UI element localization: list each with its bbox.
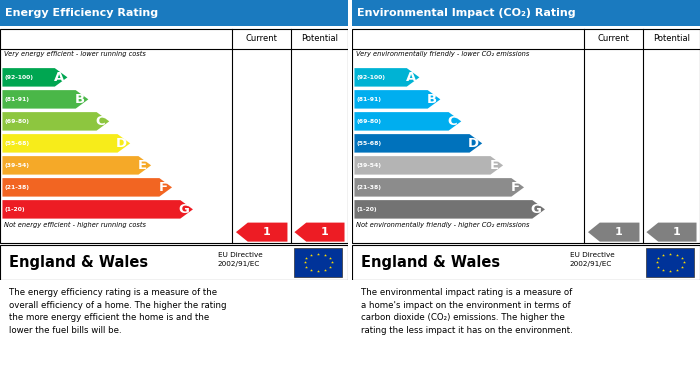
Text: D: D [116, 137, 127, 150]
Text: England & Wales: England & Wales [360, 255, 500, 270]
Polygon shape [354, 156, 503, 175]
Bar [294, 248, 342, 277]
Text: A: A [405, 71, 416, 84]
Text: EU Directive
2002/91/EC: EU Directive 2002/91/EC [570, 252, 615, 267]
Polygon shape [2, 90, 88, 109]
Text: (81-91): (81-91) [4, 97, 29, 102]
Text: (39-54): (39-54) [356, 163, 382, 168]
Text: E: E [138, 159, 147, 172]
Text: C: C [448, 115, 457, 128]
Polygon shape [354, 112, 461, 131]
Text: Very energy efficient - lower running costs: Very energy efficient - lower running co… [4, 51, 146, 57]
Text: (92-100): (92-100) [356, 75, 386, 80]
Text: Current: Current [598, 34, 629, 43]
Text: F: F [159, 181, 168, 194]
Text: Current: Current [246, 34, 278, 43]
Text: (21-38): (21-38) [356, 185, 382, 190]
Text: (92-100): (92-100) [4, 75, 34, 80]
Polygon shape [295, 222, 344, 242]
Polygon shape [646, 222, 696, 242]
Text: C: C [96, 115, 106, 128]
Polygon shape [2, 178, 172, 197]
Text: G: G [531, 203, 542, 216]
Text: 1: 1 [321, 227, 328, 237]
Text: (81-91): (81-91) [356, 97, 382, 102]
Text: A: A [54, 71, 64, 84]
Polygon shape [2, 156, 151, 175]
Text: The environmental impact rating is a measure of
a home's impact on the environme: The environmental impact rating is a mea… [360, 288, 573, 335]
Text: (1-20): (1-20) [4, 207, 25, 212]
Polygon shape [2, 68, 67, 86]
Text: (69-80): (69-80) [4, 119, 29, 124]
Text: Potential: Potential [301, 34, 338, 43]
Text: (69-80): (69-80) [356, 119, 382, 124]
Bar [352, 29, 700, 243]
Polygon shape [354, 134, 482, 152]
Text: F: F [511, 181, 520, 194]
Polygon shape [2, 112, 109, 131]
Bar [0, 0, 348, 26]
Polygon shape [354, 200, 545, 219]
Text: (55-68): (55-68) [356, 141, 382, 146]
Polygon shape [354, 178, 524, 197]
Text: B: B [75, 93, 85, 106]
Text: Very environmentally friendly - lower CO₂ emissions: Very environmentally friendly - lower CO… [356, 51, 530, 57]
Text: (55-68): (55-68) [4, 141, 29, 146]
Text: Not environmentally friendly - higher CO₂ emissions: Not environmentally friendly - higher CO… [356, 222, 530, 228]
Text: England & Wales: England & Wales [8, 255, 148, 270]
Text: Energy Efficiency Rating: Energy Efficiency Rating [5, 8, 158, 18]
Polygon shape [2, 200, 193, 219]
Text: G: G [178, 203, 190, 216]
Bar [0, 29, 348, 243]
Polygon shape [2, 134, 130, 152]
Text: 1: 1 [615, 227, 623, 237]
Text: 1: 1 [263, 227, 271, 237]
Text: 1: 1 [673, 227, 680, 237]
Polygon shape [354, 68, 419, 86]
Polygon shape [236, 222, 288, 242]
Text: B: B [426, 93, 437, 106]
Text: (1-20): (1-20) [356, 207, 377, 212]
Text: (21-38): (21-38) [4, 185, 29, 190]
Bar [646, 248, 694, 277]
Text: EU Directive
2002/91/EC: EU Directive 2002/91/EC [218, 252, 262, 267]
Polygon shape [354, 90, 440, 109]
Text: Not energy efficient - higher running costs: Not energy efficient - higher running co… [4, 222, 146, 228]
Polygon shape [588, 222, 639, 242]
Bar [352, 245, 700, 280]
Bar [352, 0, 700, 26]
Text: The energy efficiency rating is a measure of the
overall efficiency of a home. T: The energy efficiency rating is a measur… [8, 288, 226, 335]
Text: D: D [468, 137, 479, 150]
Bar [0, 245, 348, 280]
Text: Potential: Potential [653, 34, 690, 43]
Text: E: E [490, 159, 499, 172]
Text: (39-54): (39-54) [4, 163, 29, 168]
Text: Environmental Impact (CO₂) Rating: Environmental Impact (CO₂) Rating [357, 8, 576, 18]
